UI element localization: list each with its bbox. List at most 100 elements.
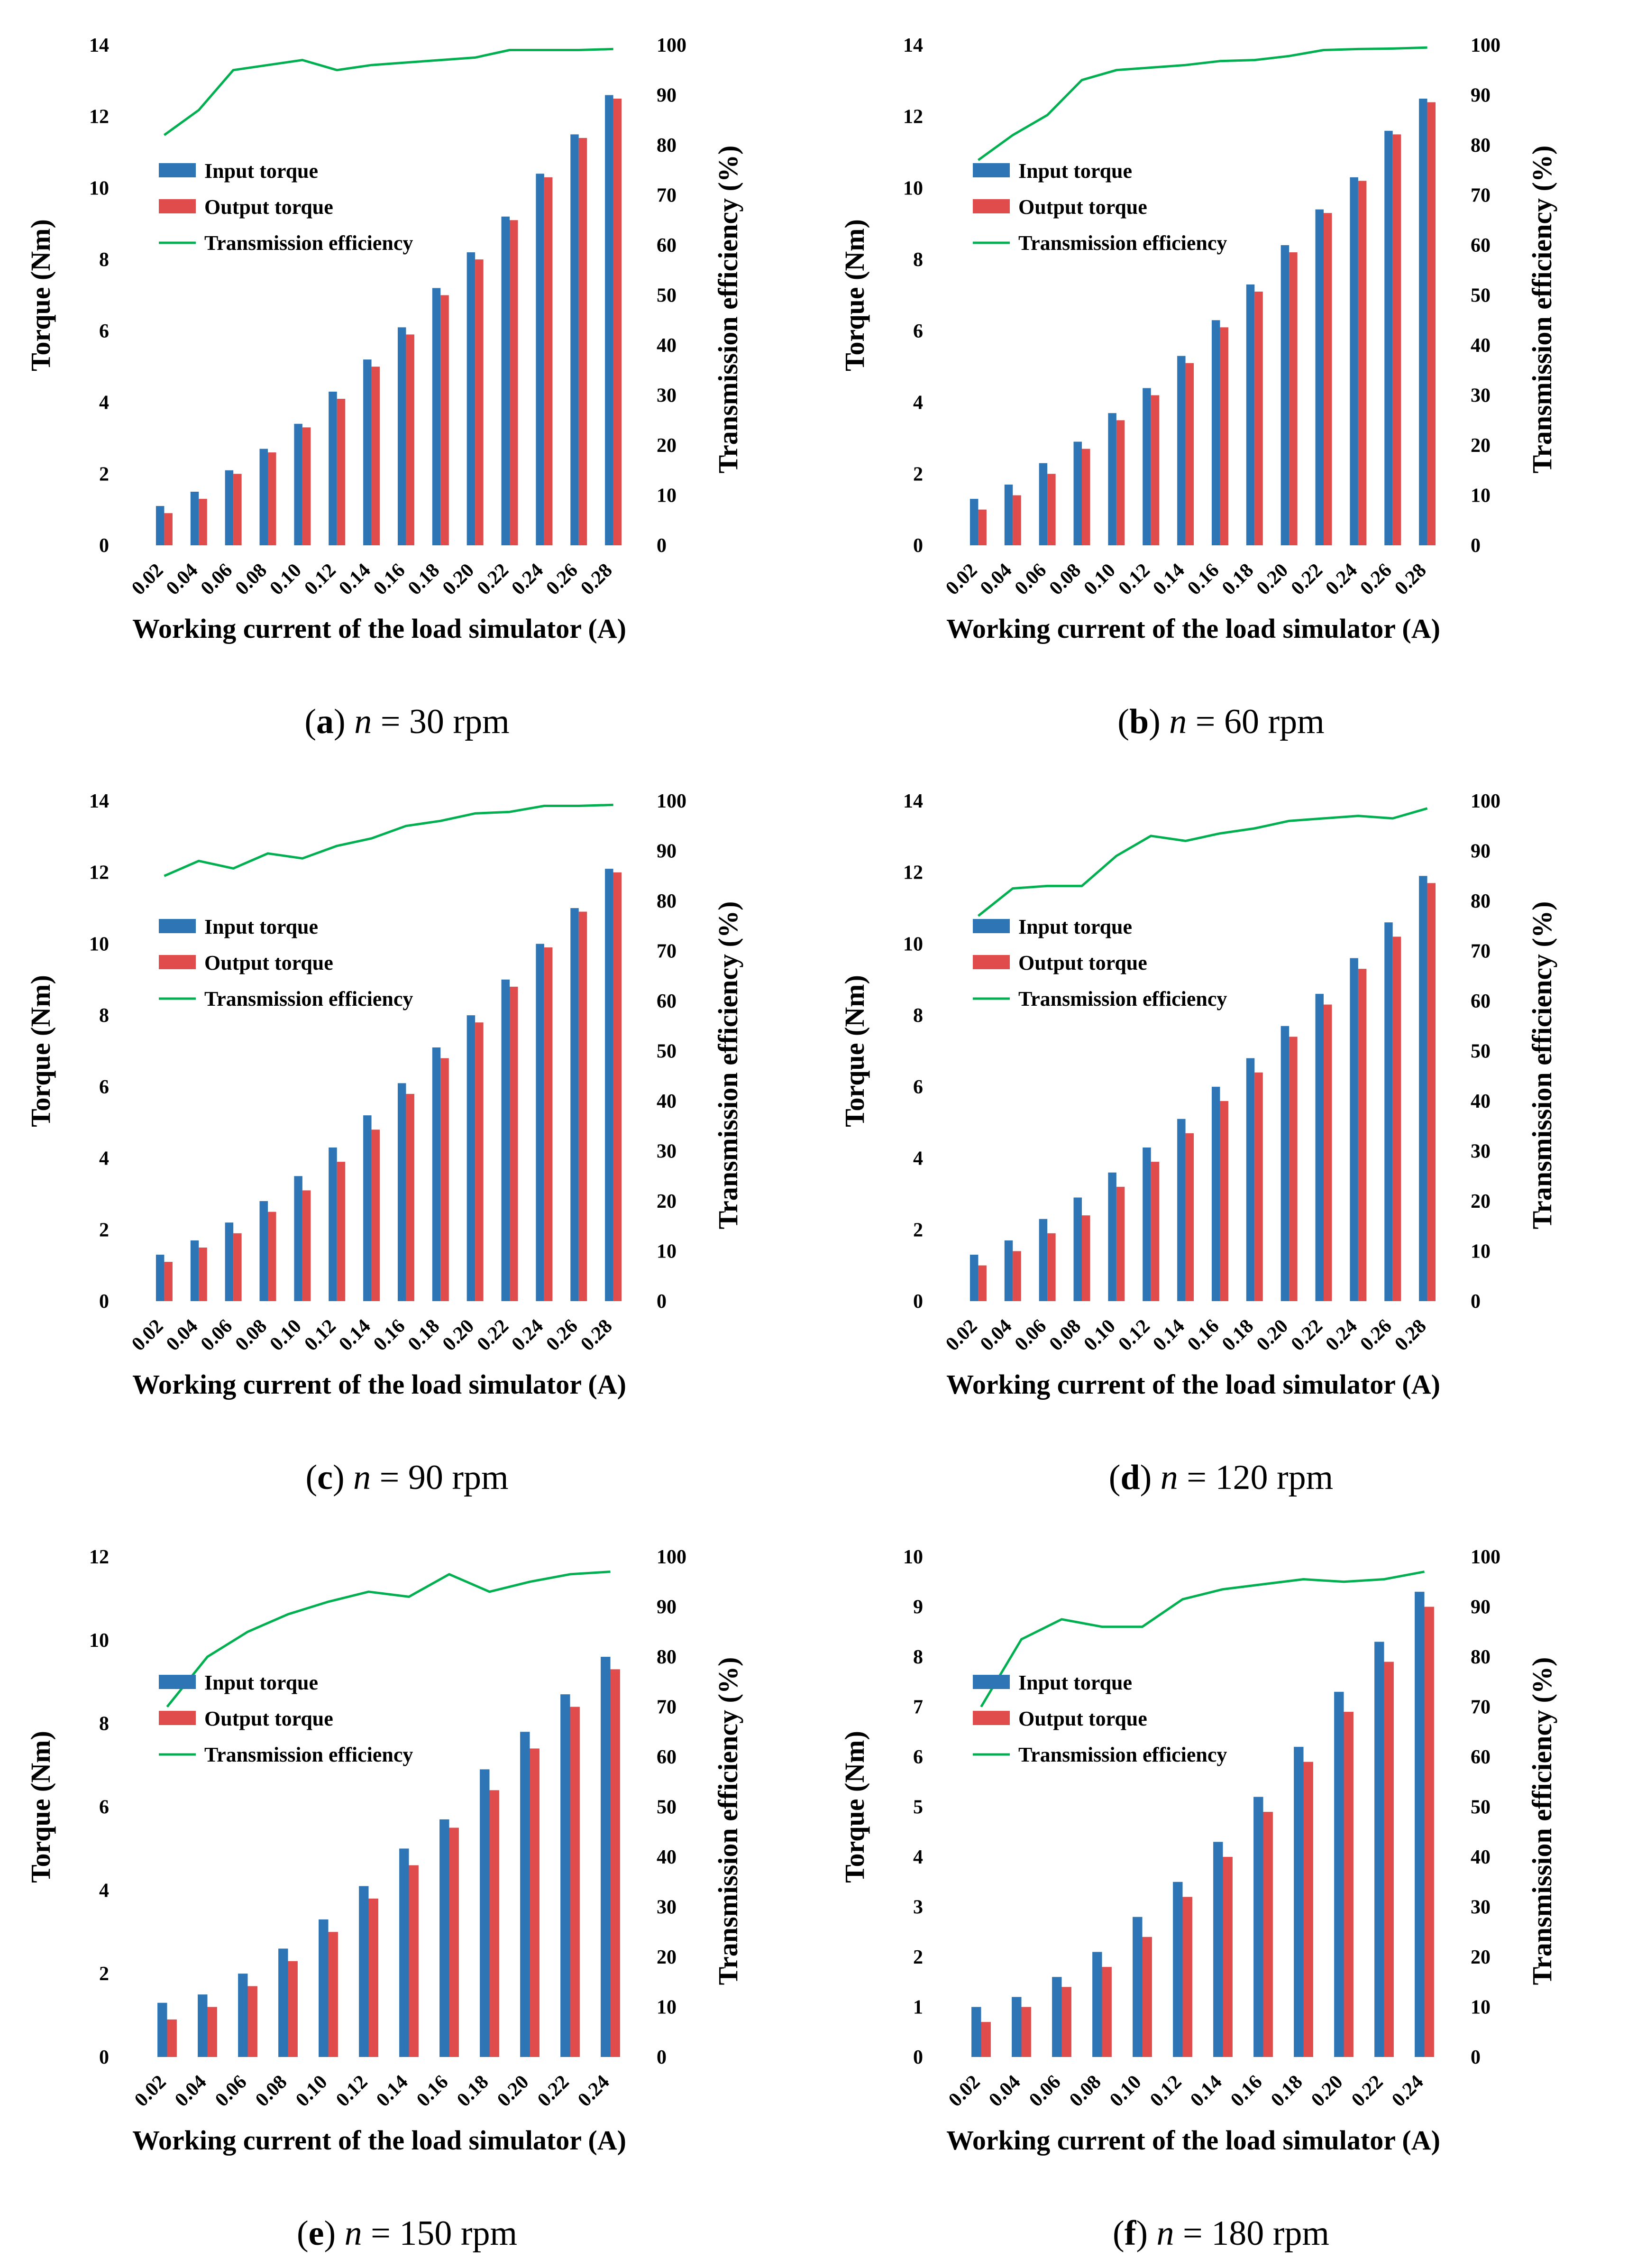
- y-tick-left: 6: [913, 1076, 923, 1098]
- y-tick-right: 70: [1471, 185, 1491, 207]
- x-tick: 0.08: [1065, 2071, 1105, 2111]
- bar-input-torque: [1350, 958, 1358, 1301]
- bar-output-torque: [302, 1190, 311, 1301]
- bar-output-torque: [328, 1932, 338, 2057]
- y-tick-left: 8: [913, 1646, 923, 1668]
- y-tick-left: 4: [913, 392, 923, 414]
- legend-swatch-output: [159, 199, 196, 213]
- bar-input-torque: [1419, 876, 1427, 1301]
- caption-n: n: [1156, 2214, 1174, 2253]
- bar-group: [157, 1657, 620, 2057]
- legend-swatch-input: [159, 1675, 196, 1689]
- x-tick: 0.28: [1390, 560, 1430, 599]
- x-tick: 0.16: [1226, 2071, 1266, 2111]
- legend-label-input: Input torque: [1018, 1671, 1132, 1694]
- y-tick-right: 80: [657, 891, 677, 912]
- y-tick-right: 20: [657, 435, 677, 457]
- bar-input-torque: [1315, 209, 1324, 546]
- x-tick: 0.14: [372, 2071, 412, 2111]
- bar-output-torque: [475, 259, 484, 545]
- y-tick-left: 14: [89, 35, 109, 56]
- bar-output-torque: [1116, 420, 1125, 545]
- bar-output-torque: [247, 1986, 257, 2057]
- legend: Input torque Output torque Transmission ef…: [159, 915, 413, 1010]
- bar-input-torque: [1294, 1746, 1304, 2057]
- bar-output-torque: [475, 1022, 484, 1301]
- bar-input-torque: [1092, 1952, 1102, 2057]
- y-tick-left: 2: [99, 1963, 109, 1985]
- x-tick: 0.06: [211, 2071, 251, 2111]
- bar-output-torque: [1263, 1812, 1273, 2057]
- caption-text: = 150 rpm: [362, 2214, 518, 2253]
- panel-c: 0 2 4 6 8 10 12 14 0 10 20 30 40 50 60 70 80 90 100 0.02 0.0…: [0, 756, 814, 1512]
- bar-output-torque: [288, 1961, 298, 2057]
- bar-input-torque: [501, 216, 510, 545]
- y-tick-left: 0: [913, 535, 923, 557]
- bar-output-torque: [1358, 181, 1367, 545]
- y-tick-right: 100: [1471, 1546, 1500, 1568]
- x-tick: 0.22: [473, 1315, 513, 1355]
- y-tick-right: 90: [657, 85, 677, 107]
- caption-n: n: [354, 702, 372, 741]
- bar-input-torque: [363, 359, 372, 545]
- x-tick: 0.08: [1045, 560, 1085, 599]
- bar-input-torque: [605, 95, 613, 545]
- legend: Input torque Output torque Transmission ef…: [973, 1671, 1227, 1766]
- bar-input-torque: [1211, 1086, 1220, 1301]
- legend-label-output: Output torque: [1018, 1707, 1147, 1730]
- y-tick-right: 10: [657, 1997, 677, 2019]
- x-tick: 0.06: [197, 560, 237, 599]
- bar-input-torque: [155, 506, 165, 545]
- bar-input-torque: [1177, 1119, 1186, 1301]
- x-tick: 0.04: [162, 1315, 202, 1355]
- y-tick-right: 0: [1471, 1291, 1481, 1313]
- bar-output-torque: [167, 2019, 177, 2057]
- bar-input-torque: [520, 1732, 530, 2057]
- legend-label-input: Input torque: [204, 1671, 318, 1694]
- y-tick-left: 14: [903, 35, 923, 56]
- x-tick: 0.24: [574, 2071, 613, 2111]
- x-tick: 0.22: [1287, 1315, 1327, 1355]
- bar-input-torque: [399, 1848, 409, 2057]
- y-tick-left: 8: [99, 249, 109, 271]
- legend-swatch-output: [973, 199, 1010, 213]
- y-tick-right: 40: [1471, 1846, 1491, 1868]
- bar-input-torque: [1073, 1197, 1082, 1301]
- bar-output-torque: [302, 427, 311, 545]
- bar-input-torque: [363, 1115, 372, 1301]
- legend-swatch-output: [159, 955, 196, 969]
- y-axis-title-left: Torque (Nm): [839, 219, 870, 371]
- bar-output-torque: [578, 138, 587, 545]
- x-tick: 0.20: [1253, 560, 1292, 599]
- bar-input-torque: [1143, 388, 1151, 545]
- y-axis-title-left: Torque (Nm): [25, 975, 56, 1127]
- caption-c: (c) n = 90 rpm: [305, 1458, 509, 1497]
- caption-e: (e) n = 150 rpm: [296, 2214, 518, 2253]
- bar-output-torque: [544, 177, 553, 546]
- legend-label-input: Input torque: [204, 159, 318, 183]
- caption-a: (a) n = 30 rpm: [304, 702, 510, 741]
- bar-output-torque: [1427, 102, 1436, 546]
- legend-label-output: Output torque: [1018, 195, 1147, 219]
- bar-output-torque: [1142, 1937, 1152, 2057]
- bar-output-torque: [1116, 1186, 1125, 1301]
- x-tick: 0.18: [1218, 1315, 1258, 1355]
- bar-group: [155, 95, 622, 546]
- y-tick-right: 60: [657, 235, 677, 257]
- x-tick: 0.20: [1307, 2071, 1347, 2111]
- x-tick: 0.24: [1388, 2071, 1427, 2111]
- y-tick-right: 50: [657, 285, 677, 307]
- y-tick-right: 60: [1471, 991, 1491, 1012]
- bar-group: [969, 99, 1436, 546]
- y-tick-right: 60: [657, 991, 677, 1012]
- bar-input-torque: [1315, 993, 1324, 1301]
- y-tick-right: 40: [657, 1846, 677, 1868]
- bar-input-torque: [1374, 1642, 1384, 2057]
- bar-output-torque: [1254, 291, 1263, 545]
- legend-swatch-input: [159, 163, 196, 177]
- x-axis-title: Working current of the load simulator (A…: [946, 1369, 1440, 1400]
- y-tick-right: 50: [1471, 1041, 1491, 1063]
- y-tick-right: 30: [1471, 1897, 1491, 1919]
- y-tick-left: 0: [913, 1291, 923, 1313]
- bar-input-torque: [1213, 1842, 1223, 2057]
